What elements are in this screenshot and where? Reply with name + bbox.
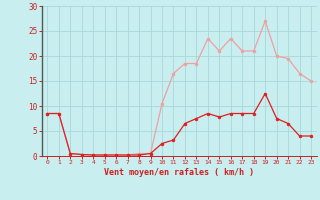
X-axis label: Vent moyen/en rafales ( km/h ): Vent moyen/en rafales ( km/h ) <box>104 168 254 177</box>
